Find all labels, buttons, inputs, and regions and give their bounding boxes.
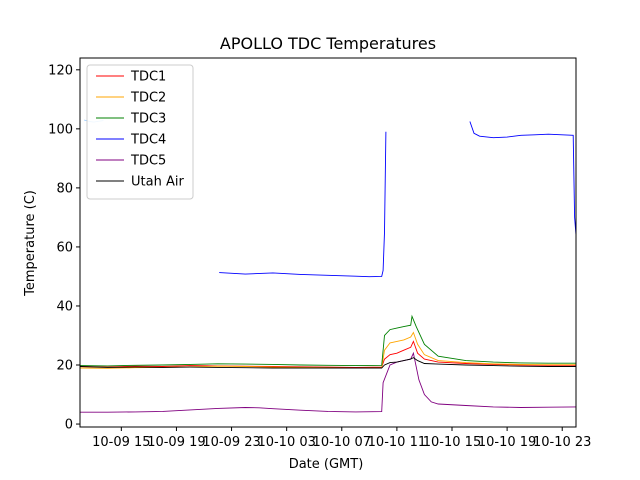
legend-label-utah-air: Utah Air <box>131 175 184 190</box>
legend: TDC1 TDC2 TDC3 TDC4 TDC5 Utah Air <box>86 64 194 200</box>
x-tick-label-3: 10-10 03 <box>257 435 315 450</box>
x-tick-label-5: 10-10 11 <box>368 435 426 450</box>
series-line-tdc5-6 <box>80 351 577 413</box>
y-tick-label-6: 120 <box>48 63 73 78</box>
y-tick-label-1: 20 <box>56 359 73 374</box>
legend-label-tdc3: TDC3 <box>130 112 166 127</box>
x-tick-label-8: 10-10 23 <box>533 435 591 450</box>
series-line-tdc4-3 <box>219 131 387 278</box>
y-tick-label-5: 100 <box>48 122 73 137</box>
legend-label-tdc4: TDC4 <box>130 133 166 148</box>
series-layer <box>79 119 577 413</box>
series-line-tdc3-2 <box>79 314 576 367</box>
plot-frame <box>79 57 577 428</box>
y-axis-ticks: 0 20 40 60 80 100 120 <box>48 63 80 433</box>
x-tick-label-7: 10-10 19 <box>478 435 536 450</box>
x-axis-label: Date (GMT) <box>289 457 364 472</box>
y-tick-label-0: 0 <box>65 418 73 433</box>
series-line-tdc2-1 <box>79 331 576 369</box>
series-line-tdc1-0 <box>79 340 576 368</box>
x-tick-label-0: 10-09 15 <box>92 435 150 450</box>
y-tick-label-3: 60 <box>56 240 73 255</box>
legend-label-tdc1: TDC1 <box>130 70 166 85</box>
y-tick-label-2: 40 <box>56 299 73 314</box>
x-tick-label-2: 10-09 23 <box>202 435 260 450</box>
x-tick-label-6: 10-10 15 <box>423 435 481 450</box>
x-tick-label-1: 10-09 19 <box>147 435 205 450</box>
series-line-utah-air-7 <box>79 357 576 369</box>
legend-box <box>86 64 194 200</box>
legend-label-tdc5: TDC5 <box>130 154 166 169</box>
chart-title: APOLLO TDC Temperatures <box>220 34 436 53</box>
x-tick-label-4: 10-10 07 <box>313 435 371 450</box>
y-axis-label: Temperature (C) <box>23 190 38 297</box>
series-line-tdc4-4 <box>469 121 577 236</box>
legend-label-tdc2: TDC2 <box>130 91 166 106</box>
y-tick-label-4: 80 <box>56 181 73 196</box>
